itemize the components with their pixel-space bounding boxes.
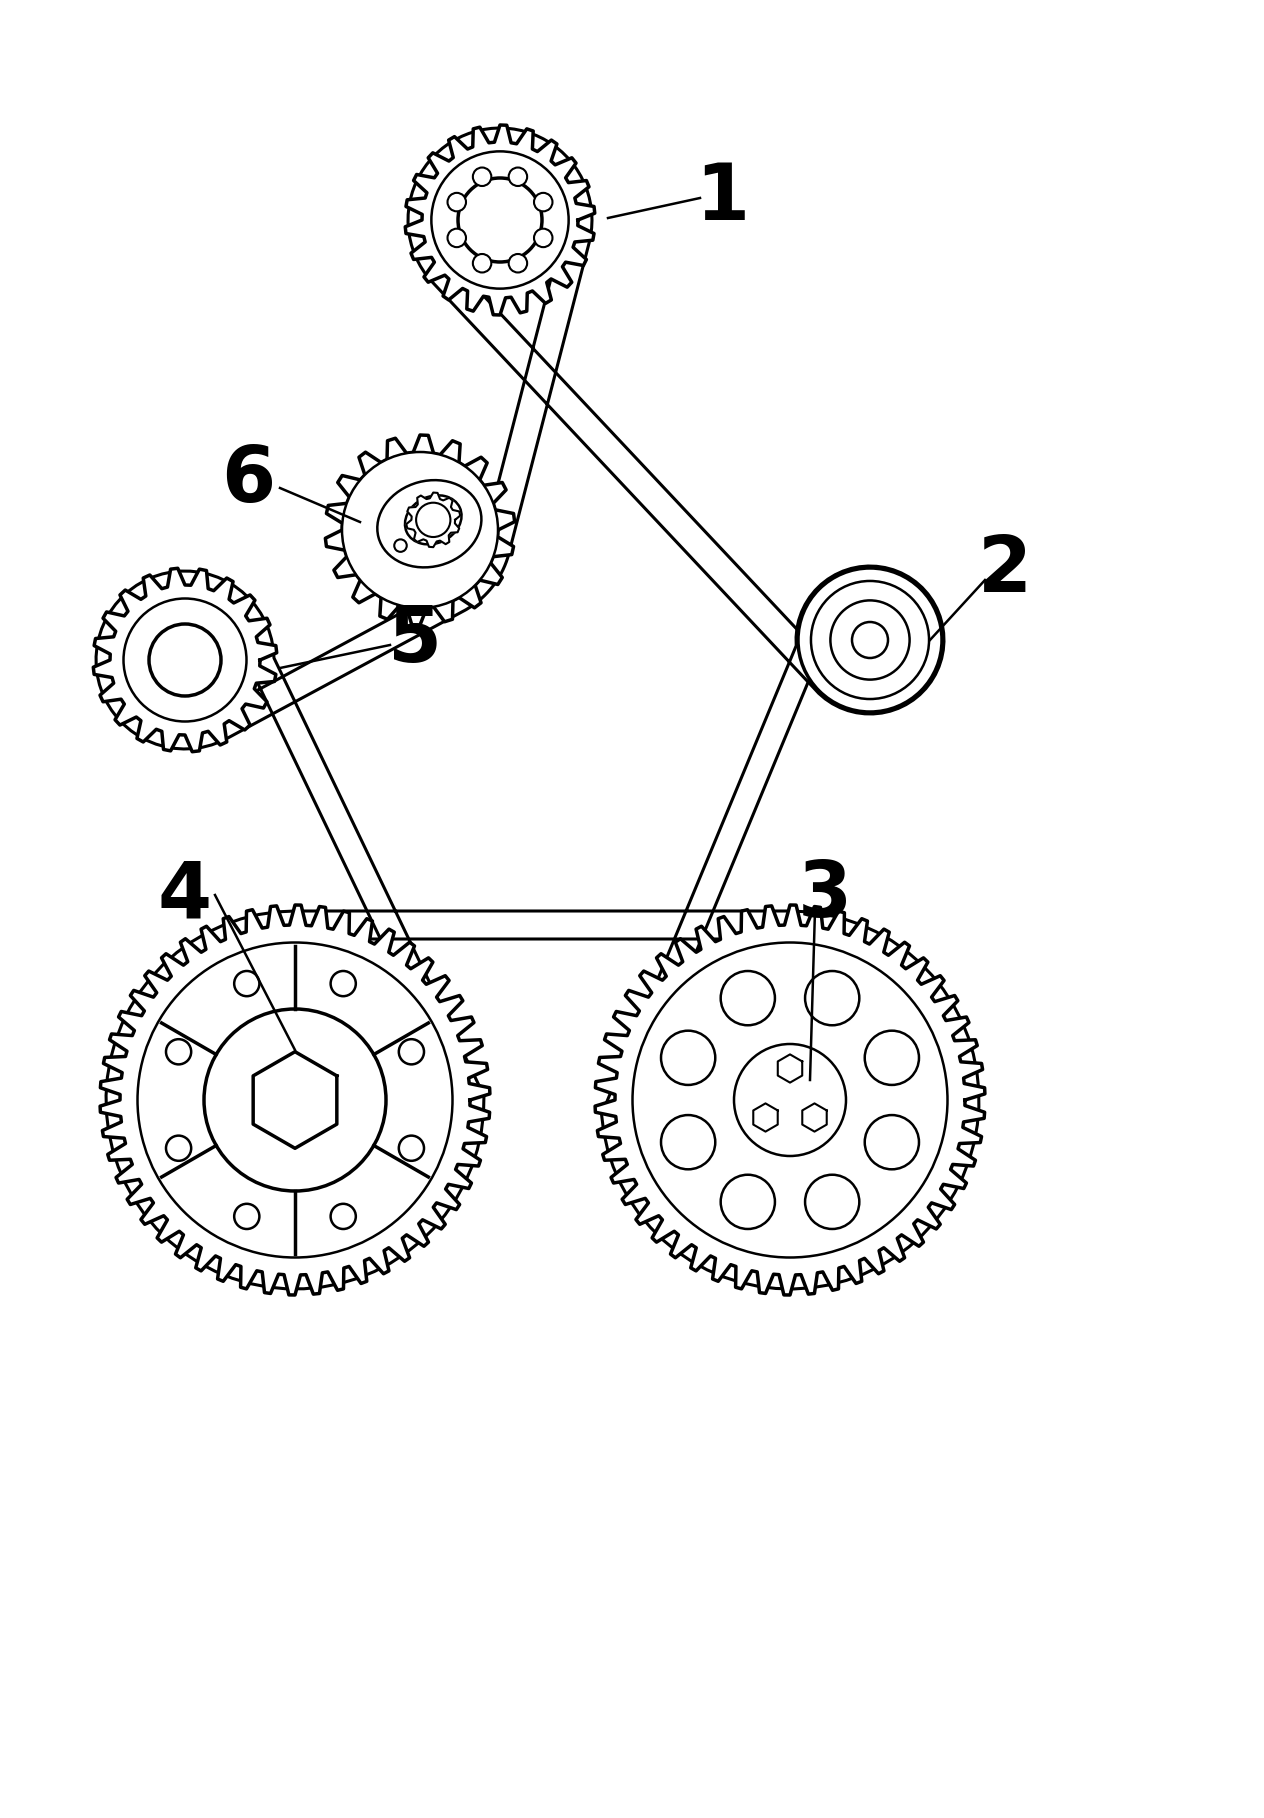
Circle shape <box>331 971 356 996</box>
Polygon shape <box>406 493 460 547</box>
Circle shape <box>852 622 889 658</box>
Circle shape <box>343 453 498 607</box>
Circle shape <box>632 942 948 1258</box>
Polygon shape <box>777 1054 803 1082</box>
Circle shape <box>661 1031 715 1085</box>
Ellipse shape <box>404 494 461 544</box>
Circle shape <box>473 167 492 185</box>
Polygon shape <box>96 127 978 1289</box>
Circle shape <box>805 971 860 1025</box>
Circle shape <box>149 624 221 696</box>
Circle shape <box>399 1040 423 1064</box>
Circle shape <box>331 1204 356 1229</box>
Text: 4: 4 <box>158 856 212 933</box>
Circle shape <box>720 1174 775 1229</box>
Circle shape <box>508 167 527 185</box>
Circle shape <box>204 1009 386 1191</box>
Ellipse shape <box>378 480 482 567</box>
Circle shape <box>234 971 259 996</box>
Circle shape <box>166 1136 191 1162</box>
Polygon shape <box>595 905 985 1294</box>
Circle shape <box>416 504 450 536</box>
Circle shape <box>508 255 527 273</box>
Text: 6: 6 <box>221 442 276 518</box>
Text: 2: 2 <box>978 533 1033 607</box>
Circle shape <box>458 178 542 262</box>
Circle shape <box>399 1136 423 1162</box>
Polygon shape <box>325 435 514 625</box>
Polygon shape <box>94 569 277 751</box>
Circle shape <box>865 1031 919 1085</box>
Polygon shape <box>100 905 490 1294</box>
Circle shape <box>805 1174 860 1229</box>
Circle shape <box>533 229 552 247</box>
Text: 3: 3 <box>798 856 852 933</box>
Circle shape <box>447 229 466 247</box>
Text: 5: 5 <box>388 602 442 678</box>
Circle shape <box>447 193 466 211</box>
Circle shape <box>431 151 569 289</box>
Circle shape <box>124 598 246 722</box>
Circle shape <box>865 1114 919 1169</box>
Circle shape <box>798 567 942 713</box>
Text: 1: 1 <box>695 160 750 236</box>
Circle shape <box>473 255 492 273</box>
Circle shape <box>166 1040 191 1064</box>
Polygon shape <box>406 125 595 315</box>
Polygon shape <box>803 1104 827 1131</box>
Circle shape <box>661 1114 715 1169</box>
Circle shape <box>734 1044 846 1156</box>
Circle shape <box>138 942 453 1258</box>
Circle shape <box>533 193 552 211</box>
Polygon shape <box>753 1104 777 1131</box>
Circle shape <box>394 540 407 553</box>
Circle shape <box>234 1204 259 1229</box>
Polygon shape <box>253 1051 336 1149</box>
Circle shape <box>720 971 775 1025</box>
